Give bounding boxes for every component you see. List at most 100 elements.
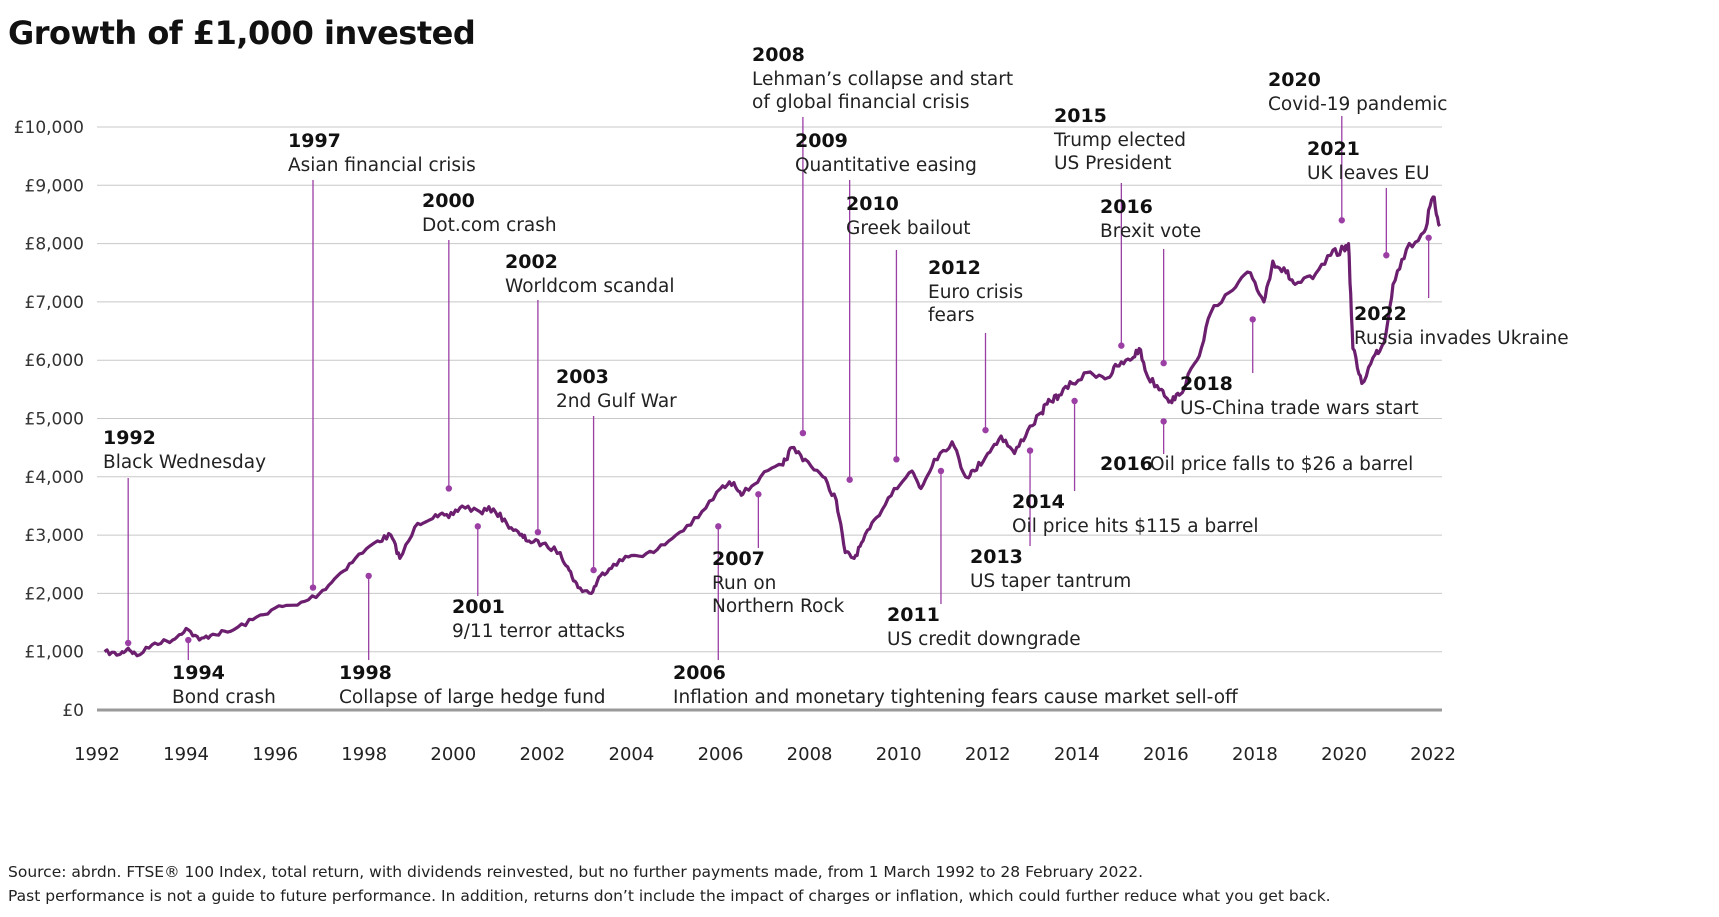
annotation-marker	[474, 523, 481, 530]
annotation-text: Lehman’s collapse and start	[752, 69, 1013, 90]
series-line	[103, 195, 1442, 658]
annotation-marker	[1160, 359, 1167, 367]
annotation-marker	[185, 636, 192, 644]
y-tick-label: £2,000	[25, 584, 84, 604]
annotations: 1992 Black Wednesday 1994 Bond crash 1997 Asi…	[103, 44, 1569, 708]
x-tick-label: 2018	[1232, 744, 1278, 765]
annotation-text: US-China trade wars start	[1180, 398, 1419, 419]
x-tick-label: 1998	[341, 744, 387, 765]
annotation-year: 2003	[556, 366, 609, 388]
growth-chart: £0 £1,000 £2,000 £3,000 £4,000 £5,000 £6,000 £7…	[14, 44, 1569, 765]
annotation-year: 2010	[846, 193, 899, 215]
annotation-text: Greek bailout	[846, 218, 971, 239]
footnotes: Source: abrdn. FTSE® 100 Index, total re…	[8, 860, 1331, 908]
annotation-marker	[1338, 217, 1345, 224]
annotation-marker	[937, 467, 945, 475]
x-tick-label: 2020	[1321, 744, 1367, 765]
annotation-marker	[309, 584, 317, 591]
y-tick-label: £5,000	[25, 410, 84, 430]
x-tick-label: 1996	[252, 744, 298, 765]
annotation-text: Trump elected	[1053, 130, 1186, 151]
annotation-text: Oil price hits $115 a barrel	[1012, 516, 1259, 537]
annotation-text: Worldcom scandal	[505, 276, 675, 297]
annotation-text: Euro crisis	[928, 282, 1023, 303]
annotation-marker	[365, 572, 372, 580]
y-tick-label: £1,000	[25, 643, 84, 663]
annotation-year: 1997	[288, 130, 341, 152]
x-tick-label: 2016	[1143, 744, 1189, 765]
annotation-year: 2012	[928, 257, 981, 279]
annotation-marker	[1026, 447, 1034, 454]
annotation-text: fears	[928, 305, 974, 326]
x-tick-label: 1992	[74, 744, 120, 765]
annotation-year: 2002	[505, 251, 558, 273]
annotation-marker	[1071, 397, 1078, 405]
annotation-text: Collapse of large hedge fund	[339, 687, 606, 708]
annotation-marker	[1160, 418, 1167, 425]
annotation-year: 2009	[795, 130, 848, 152]
annotation-text: Dot.com crash	[422, 215, 557, 236]
annotation-marker	[1249, 316, 1256, 323]
annotation-year: 2007	[712, 548, 765, 570]
annotation-year: 2001	[452, 596, 505, 618]
annotation-year: 1994	[172, 662, 225, 684]
x-tick-label: 2010	[876, 744, 922, 765]
annotation-text: of global financial crisis	[752, 92, 969, 113]
x-tick-label: 2012	[965, 744, 1011, 765]
annotation-text: US taper tantrum	[970, 571, 1131, 592]
y-tick-label: £0	[62, 701, 84, 721]
x-tick-label: 2002	[519, 744, 565, 765]
annotation-year: 2011	[887, 604, 940, 626]
y-tick-label: £6,000	[25, 351, 84, 371]
annotation-text: Quantitative easing	[795, 155, 977, 176]
annotation-text: Run on	[712, 573, 776, 594]
annotation-text: Asian financial crisis	[288, 155, 476, 176]
x-tick-label: 2004	[609, 744, 655, 765]
annotation-text: Oil price falls to $26 a barrel	[1150, 454, 1413, 475]
annotation-year: 2020	[1268, 69, 1321, 91]
annotation-marker	[590, 566, 597, 574]
annotation-year: 1998	[339, 662, 392, 684]
annotation-text: Brexit vote	[1100, 221, 1201, 242]
y-tick-label: £7,000	[25, 293, 84, 313]
x-axis-ticks: 1992 1994 1996 1998 2000 2002 2004 2006 2008 2010…	[74, 744, 1456, 765]
x-tick-label: 1994	[163, 744, 209, 765]
y-tick-label: £3,000	[25, 526, 84, 546]
y-axis-ticks: £0 £1,000 £2,000 £3,000 £4,000 £5,000 £6,000 £7…	[14, 118, 84, 721]
annotation-text: Northern Rock	[712, 596, 845, 617]
chart-title: Growth of £1,000 invested	[8, 14, 476, 52]
annotation-marker	[755, 491, 762, 498]
annotation-text: 9/11 terror attacks	[452, 621, 625, 642]
annotation-marker	[1118, 342, 1125, 349]
annotation-text: UK leaves EU	[1307, 163, 1430, 184]
y-tick-label: £9,000	[25, 176, 84, 196]
annotation-year: 2008	[752, 44, 805, 66]
annotation-marker	[715, 523, 722, 530]
annotation-year: 2022	[1354, 303, 1407, 325]
disclaimer-note: Past performance is not a guide to futur…	[8, 887, 1331, 905]
annotation-marker	[124, 639, 132, 647]
annotation-year: 2016	[1100, 453, 1153, 475]
annotation-marker	[1383, 252, 1390, 259]
annotation-text: US credit downgrade	[887, 629, 1081, 650]
y-tick-label: £10,000	[14, 118, 84, 138]
annotation-marker	[445, 485, 453, 492]
annotation-year: 2016	[1100, 196, 1153, 218]
annotation-year: 2000	[422, 190, 475, 212]
annotation-year: 1992	[103, 427, 156, 449]
x-tick-label: 2000	[430, 744, 476, 765]
annotation-year: 2015	[1054, 105, 1107, 127]
annotation-year: 2014	[1012, 491, 1065, 513]
annotation-text: Bond crash	[172, 687, 276, 708]
source-note: Source: abrdn. FTSE® 100 Index, total re…	[8, 863, 1144, 881]
annotation-text: Covid-19 pandemic	[1268, 94, 1447, 115]
annotation-marker	[893, 456, 900, 463]
annotation-year: 2018	[1180, 373, 1233, 395]
x-tick-label: 2006	[698, 744, 744, 765]
x-tick-label: 2008	[787, 744, 833, 765]
annotation-text: US President	[1054, 153, 1171, 174]
annotation-year: 2013	[970, 546, 1023, 568]
annotation-marker	[799, 429, 807, 437]
annotation-text: 2nd Gulf War	[556, 391, 677, 412]
y-tick-label: £4,000	[25, 468, 84, 488]
